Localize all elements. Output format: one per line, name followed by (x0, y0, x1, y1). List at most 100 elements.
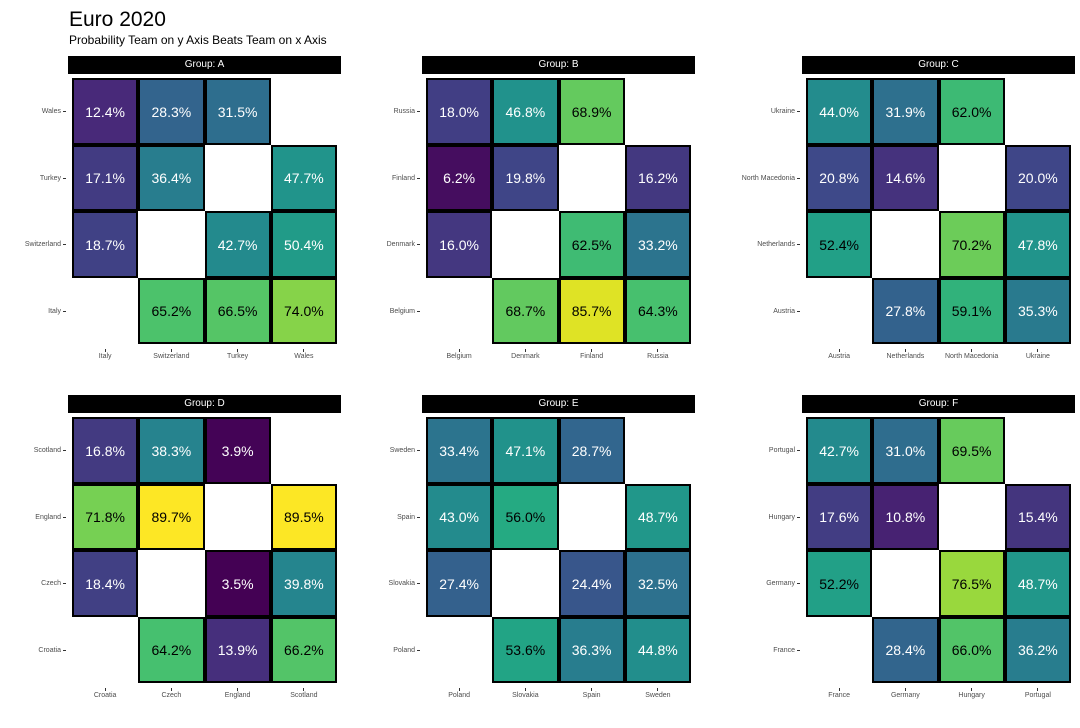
heatmap-grid: 16.8% 38.3% 3.9% 71.8% 89.7% 89.5% 18.4% 3.5% 39… (68, 413, 341, 687)
page-subtitle: Probability Team on y Axis Beats Team on… (69, 33, 327, 48)
x-axis-label: Spain (582, 692, 601, 700)
y-axis-label: Scotland (33, 447, 61, 455)
y-axis-label-row: Portugal (695, 417, 802, 484)
y-axis-label-row: North Macedonia (695, 145, 802, 212)
heatmap-tile: 44.0% (806, 78, 873, 145)
heatmap-chart: Group: D 16.8% 38.3% 3.9% 71.8% 89.7% 89.5% 18.… (68, 395, 341, 706)
axis-tick (417, 244, 420, 246)
axis-tick (657, 688, 659, 692)
axis-tick (591, 688, 593, 692)
y-axis-label: Germany (766, 580, 795, 588)
axis-tick (904, 349, 906, 353)
axis-tick (63, 583, 66, 585)
axis-tick (524, 688, 526, 692)
heatmap-tile: 15.4% (1004, 483, 1071, 551)
x-axis-label: Scotland (290, 692, 318, 700)
axis-tick (63, 516, 66, 518)
heatmap-grid: 12.4% 28.3% 31.5% 17.1% 36.4% 47.7% 18.7% 42.7%… (68, 74, 341, 348)
y-axis-label: Belgium (389, 307, 415, 315)
x-axis-label-col: Hungary (939, 688, 1005, 706)
x-axis-label: Hungary (958, 692, 985, 700)
axis-tick (1037, 349, 1039, 353)
axis-tick (797, 111, 800, 113)
heatmap-tile: 42.7% (204, 211, 271, 278)
y-axis-label-row: Croatia (0, 617, 68, 684)
x-axis-label-col: England (205, 688, 271, 706)
x-axis-label-col: Poland (426, 688, 492, 706)
axis-tick (63, 111, 66, 113)
x-axis-label: Russia (647, 353, 669, 361)
axis-tick (591, 349, 593, 353)
axis-tick (63, 649, 66, 651)
heatmap-tile: 70.2% (938, 211, 1005, 278)
heatmap-grid: 44.0% 31.9% 62.0% 20.8% 14.6% 20.0% 52.4% 70.2%… (802, 74, 1075, 348)
axis-tick (1037, 688, 1039, 692)
y-axis-label-row: Russia (341, 78, 422, 145)
x-axis-label: England (224, 692, 251, 700)
axis-tick (971, 349, 973, 353)
axis-tick (971, 688, 973, 692)
heatmap-tile-blank (806, 617, 872, 684)
heatmap-tile: 68.9% (558, 78, 625, 145)
y-axis: Wales Turkey Switzerland Italy (0, 56, 68, 367)
heatmap-tile-blank (426, 617, 492, 684)
heatmap-tile: 76.5% (938, 550, 1005, 617)
axis-tick (797, 450, 800, 452)
heatmap-tile-blank (271, 417, 337, 484)
y-axis-label-row: Switzerland (0, 211, 68, 278)
heatmap-tile: 85.7% (558, 277, 625, 345)
axis-tick (237, 688, 239, 692)
y-axis-label: Croatia (38, 646, 61, 654)
heatmap-chart: Group: C 44.0% 31.9% 62.0% 20.8% 14.6% 20.0% 52… (802, 56, 1075, 367)
x-axis-label-col: Czech (138, 688, 204, 706)
x-axis-label: Czech (161, 692, 182, 700)
facet-strip-label: Group: A (68, 56, 341, 75)
x-axis-label-col: Russia (625, 349, 691, 367)
heatmap-tile: 20.8% (806, 144, 873, 212)
x-axis-label: Ukraine (1025, 353, 1050, 361)
x-axis: Croatia Czech England Scotland (68, 687, 341, 706)
x-axis: Italy Switzerland Turkey Wales (68, 348, 341, 367)
heatmap-tile: 33.4% (426, 417, 493, 484)
x-axis-label: Croatia (93, 692, 117, 700)
facet-strip-label: Group: C (802, 56, 1075, 75)
heatmap-tile-blank (872, 211, 938, 278)
heatmap-grid: 33.4% 47.1% 28.7% 43.0% 56.0% 48.7% 27.4% 24.4%… (422, 413, 695, 687)
x-axis-label-col: Denmark (492, 349, 558, 367)
heatmap-tile: 50.4% (270, 211, 337, 278)
y-axis-label-row: Czech (0, 550, 68, 617)
heatmap-tile: 17.1% (72, 144, 139, 212)
axis-tick (838, 688, 840, 692)
axis-tick (170, 688, 172, 692)
axis-tick (904, 688, 906, 692)
heatmap-tile: 19.8% (492, 144, 559, 212)
heatmap-tile: 48.7% (1004, 550, 1071, 617)
axis-tick (237, 349, 239, 353)
y-axis-label: Czech (41, 580, 61, 588)
heatmap-panel: Scotland England Czech Croatia Group: D 16.8%… (0, 395, 341, 706)
axis-tick (63, 244, 66, 246)
y-axis-label-row: Slovakia (341, 550, 422, 617)
y-axis: Russia Finland Denmark Belgium (341, 56, 422, 367)
heatmap-tile: 3.5% (204, 550, 271, 617)
heatmap-tile-blank (939, 484, 1005, 551)
heatmap-panel: Ukraine North Macedonia Netherlands Austria… (695, 56, 1075, 367)
heatmap-tile-blank (138, 550, 204, 617)
y-axis-label-row: Finland (341, 145, 422, 212)
axis-tick (458, 688, 460, 692)
y-axis-label: France (773, 646, 795, 654)
x-axis: Austria Netherlands North Macedonia Ukraine (802, 348, 1075, 367)
heatmap-tile: 62.0% (938, 78, 1005, 145)
heatmap-tile-blank (939, 145, 1005, 212)
x-axis-label: Belgium (446, 353, 472, 361)
facet-strip-label: Group: B (422, 56, 695, 75)
heatmap-tile: 48.7% (624, 483, 691, 551)
heatmap-chart: Group: A 12.4% 28.3% 31.5% 17.1% 36.4% 47.7% 18… (68, 56, 341, 367)
heatmap-tile: 39.8% (270, 550, 337, 617)
heatmap-tile: 47.8% (1004, 211, 1071, 278)
x-axis-label: Poland (448, 692, 471, 700)
y-axis-label: Russia (393, 108, 415, 116)
x-axis: Belgium Denmark Finland Russia (422, 348, 695, 367)
y-axis: Sweden Spain Slovakia Poland (341, 395, 422, 706)
heatmap-tile: 18.0% (426, 78, 493, 145)
